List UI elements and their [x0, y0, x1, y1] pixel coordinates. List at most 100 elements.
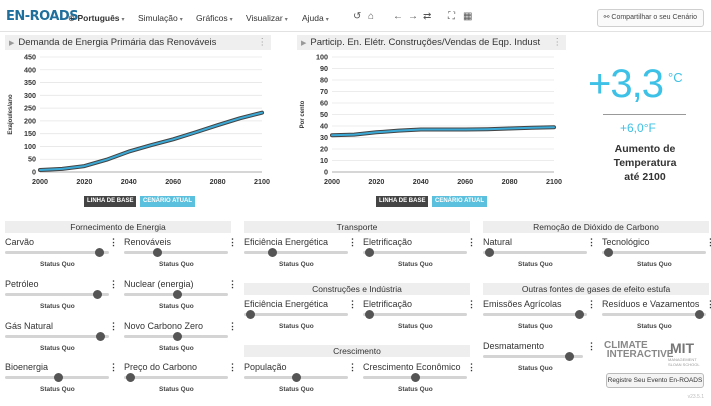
simulation-menu[interactable]: Simulação ▾	[138, 13, 183, 23]
y-tick-label: 20	[320, 145, 328, 154]
grid-view-icon[interactable]: ▦	[463, 11, 473, 22]
simulation-menu-label: Simulação	[138, 13, 178, 23]
kebab-menu-icon[interactable]: ⋮	[109, 279, 118, 289]
kebab-menu-icon[interactable]: ⋮	[228, 362, 237, 372]
reset-icon[interactable]: ↺	[353, 11, 362, 22]
status-quo-label: Status Quo	[518, 323, 553, 330]
expand-triangle-icon[interactable]: ▶	[301, 40, 307, 47]
kebab-menu-icon[interactable]: ⋮	[467, 299, 476, 309]
kebab-menu-icon[interactable]: ⋮	[109, 237, 118, 247]
slider-label-natural-removal: Natural	[483, 237, 513, 247]
slider-thumb-oil[interactable]	[93, 290, 103, 299]
slider-thumb-nuclear[interactable]	[173, 290, 183, 299]
temperature-celsius-unit: °C	[668, 70, 683, 85]
x-tick-label: 2000	[32, 177, 48, 186]
y-axis-label: Exajoules/ano	[8, 94, 14, 135]
expand-triangle-icon[interactable]: ▶	[9, 40, 15, 47]
slider-track-waste-leakage[interactable]	[602, 313, 706, 316]
y-tick-label: 100	[24, 142, 36, 151]
legend-current[interactable]: CENÁRIO ATUAL	[140, 196, 195, 207]
share-scenario-button[interactable]: ⚯ Compartilhar o seu Cenário	[596, 9, 704, 27]
slider-thumb-transport-efficiency[interactable]	[267, 248, 277, 257]
slider-thumb-renewables[interactable]	[152, 248, 162, 257]
share-icon: ⚯	[603, 14, 610, 21]
slider-thumb-gas[interactable]	[96, 332, 106, 341]
slider-track-gas[interactable]	[5, 335, 109, 338]
slider-track-tech-removal[interactable]	[602, 251, 706, 254]
graph-right-header[interactable]: ▶ Particip. En. Elétr. Construções/Vendas…	[297, 35, 566, 50]
kebab-menu-icon[interactable]: ⋮	[228, 279, 237, 289]
kebab-menu-icon[interactable]: ⋮	[228, 237, 237, 247]
kebab-menu-icon[interactable]: ⋮	[109, 321, 118, 331]
temperature-caption-line: Temperatura	[613, 157, 677, 169]
kebab-menu-icon[interactable]: ⋮	[228, 321, 237, 331]
slider-track-agri-emissions[interactable]	[483, 313, 587, 316]
slider-track-oil[interactable]	[5, 293, 109, 296]
slider-thumb-waste-leakage[interactable]	[695, 310, 705, 319]
slider-thumb-population[interactable]	[291, 373, 301, 382]
compare-icon[interactable]: ⇄	[423, 11, 432, 22]
slider-thumb-new-zero-carbon[interactable]	[173, 332, 183, 341]
slider-track-buildings-efficiency[interactable]	[244, 313, 348, 316]
slider-track-transport-electrification[interactable]	[363, 251, 467, 254]
view-menu[interactable]: Visualizar ▾	[246, 13, 288, 23]
slider-track-coal[interactable]	[5, 251, 109, 254]
x-tick-label: 2100	[546, 177, 562, 186]
mit-logo[interactable]: MIT	[670, 340, 695, 356]
slider-thumb-buildings-efficiency[interactable]	[245, 310, 255, 319]
slider-thumb-transport-electrification[interactable]	[364, 248, 374, 257]
share-scenario-label: Compartilhar o seu Cenário	[611, 14, 697, 21]
slider-thumb-natural-removal[interactable]	[484, 248, 494, 257]
kebab-menu-icon[interactable]: ⋮	[467, 237, 476, 247]
slider-track-carbon-price[interactable]	[124, 376, 228, 379]
graphs-menu[interactable]: Gráficos ▾	[196, 13, 233, 23]
x-tick-label: 2000	[324, 177, 340, 186]
back-arrow-icon[interactable]: ←	[393, 11, 403, 22]
legend-current[interactable]: CENÁRIO ATUAL	[432, 196, 487, 207]
slider-track-buildings-electrification[interactable]	[363, 313, 467, 316]
slider-track-transport-efficiency[interactable]	[244, 251, 348, 254]
slider-thumb-bioenergy[interactable]	[54, 373, 64, 382]
legend-baseline[interactable]: LINHA DE BASE	[376, 196, 429, 207]
kebab-menu-icon[interactable]: ⋮	[587, 237, 596, 247]
kebab-menu-icon[interactable]: ⋮	[552, 37, 563, 48]
register-event-button[interactable]: Registre Seu Evento En-ROADS	[606, 373, 704, 388]
kebab-menu-icon[interactable]: ⋮	[109, 362, 118, 372]
en-roads-logo[interactable]: EN-ROADS	[6, 9, 79, 24]
status-quo-label: Status Quo	[159, 386, 194, 393]
status-quo-label: Status Quo	[159, 345, 194, 352]
home-icon[interactable]: ⌂	[368, 11, 375, 22]
kebab-menu-icon[interactable]: ⋮	[348, 237, 357, 247]
slider-thumb-economic-growth[interactable]	[410, 373, 420, 382]
slider-thumb-buildings-electrification[interactable]	[364, 310, 374, 319]
slider-track-deforestation[interactable]	[483, 355, 583, 358]
slider-thumb-tech-removal[interactable]	[603, 248, 613, 257]
slider-thumb-deforestation[interactable]	[564, 352, 574, 361]
kebab-menu-icon[interactable]: ⋮	[706, 237, 711, 247]
language-menu[interactable]: ⊕ Português ▾	[68, 13, 125, 24]
slider-thumb-agri-emissions[interactable]	[575, 310, 585, 319]
fullscreen-icon[interactable]: ⛶	[448, 11, 455, 22]
kebab-menu-icon[interactable]: ⋮	[348, 362, 357, 372]
climate-interactive-logo[interactable]: CLIMATE INTERACTIVE	[604, 340, 674, 360]
forward-arrow-icon[interactable]: →	[408, 11, 418, 22]
slider-track-natural-removal[interactable]	[483, 251, 587, 254]
kebab-menu-icon[interactable]: ⋮	[257, 37, 268, 48]
kebab-menu-icon[interactable]: ⋮	[467, 362, 476, 372]
slider-label-buildings-electrification: Eletrificação	[363, 299, 413, 309]
kebab-menu-icon[interactable]: ⋮	[706, 299, 711, 309]
temperature-fahrenheit: +6,0°F	[620, 121, 656, 135]
kebab-menu-icon[interactable]: ⋮	[348, 299, 357, 309]
graph-left-header[interactable]: ▶ Demanda de Energia Primária das Renováv…	[5, 35, 271, 50]
slider-label-renewables: Renováveis	[124, 237, 172, 247]
kebab-menu-icon[interactable]: ⋮	[587, 341, 596, 351]
temperature-celsius: +3,3	[588, 62, 664, 106]
slider-thumb-coal[interactable]	[95, 248, 105, 257]
kebab-menu-icon[interactable]: ⋮	[587, 299, 596, 309]
help-menu[interactable]: Ajuda ▾	[302, 13, 329, 23]
legend-baseline[interactable]: LINHA DE BASE	[84, 196, 137, 207]
slider-track-renewables[interactable]	[124, 251, 228, 254]
temperature-caption-line: até 2100	[624, 171, 666, 183]
section-energy-supply: Fornecimento de Energia	[5, 221, 231, 233]
slider-thumb-carbon-price[interactable]	[125, 373, 135, 382]
